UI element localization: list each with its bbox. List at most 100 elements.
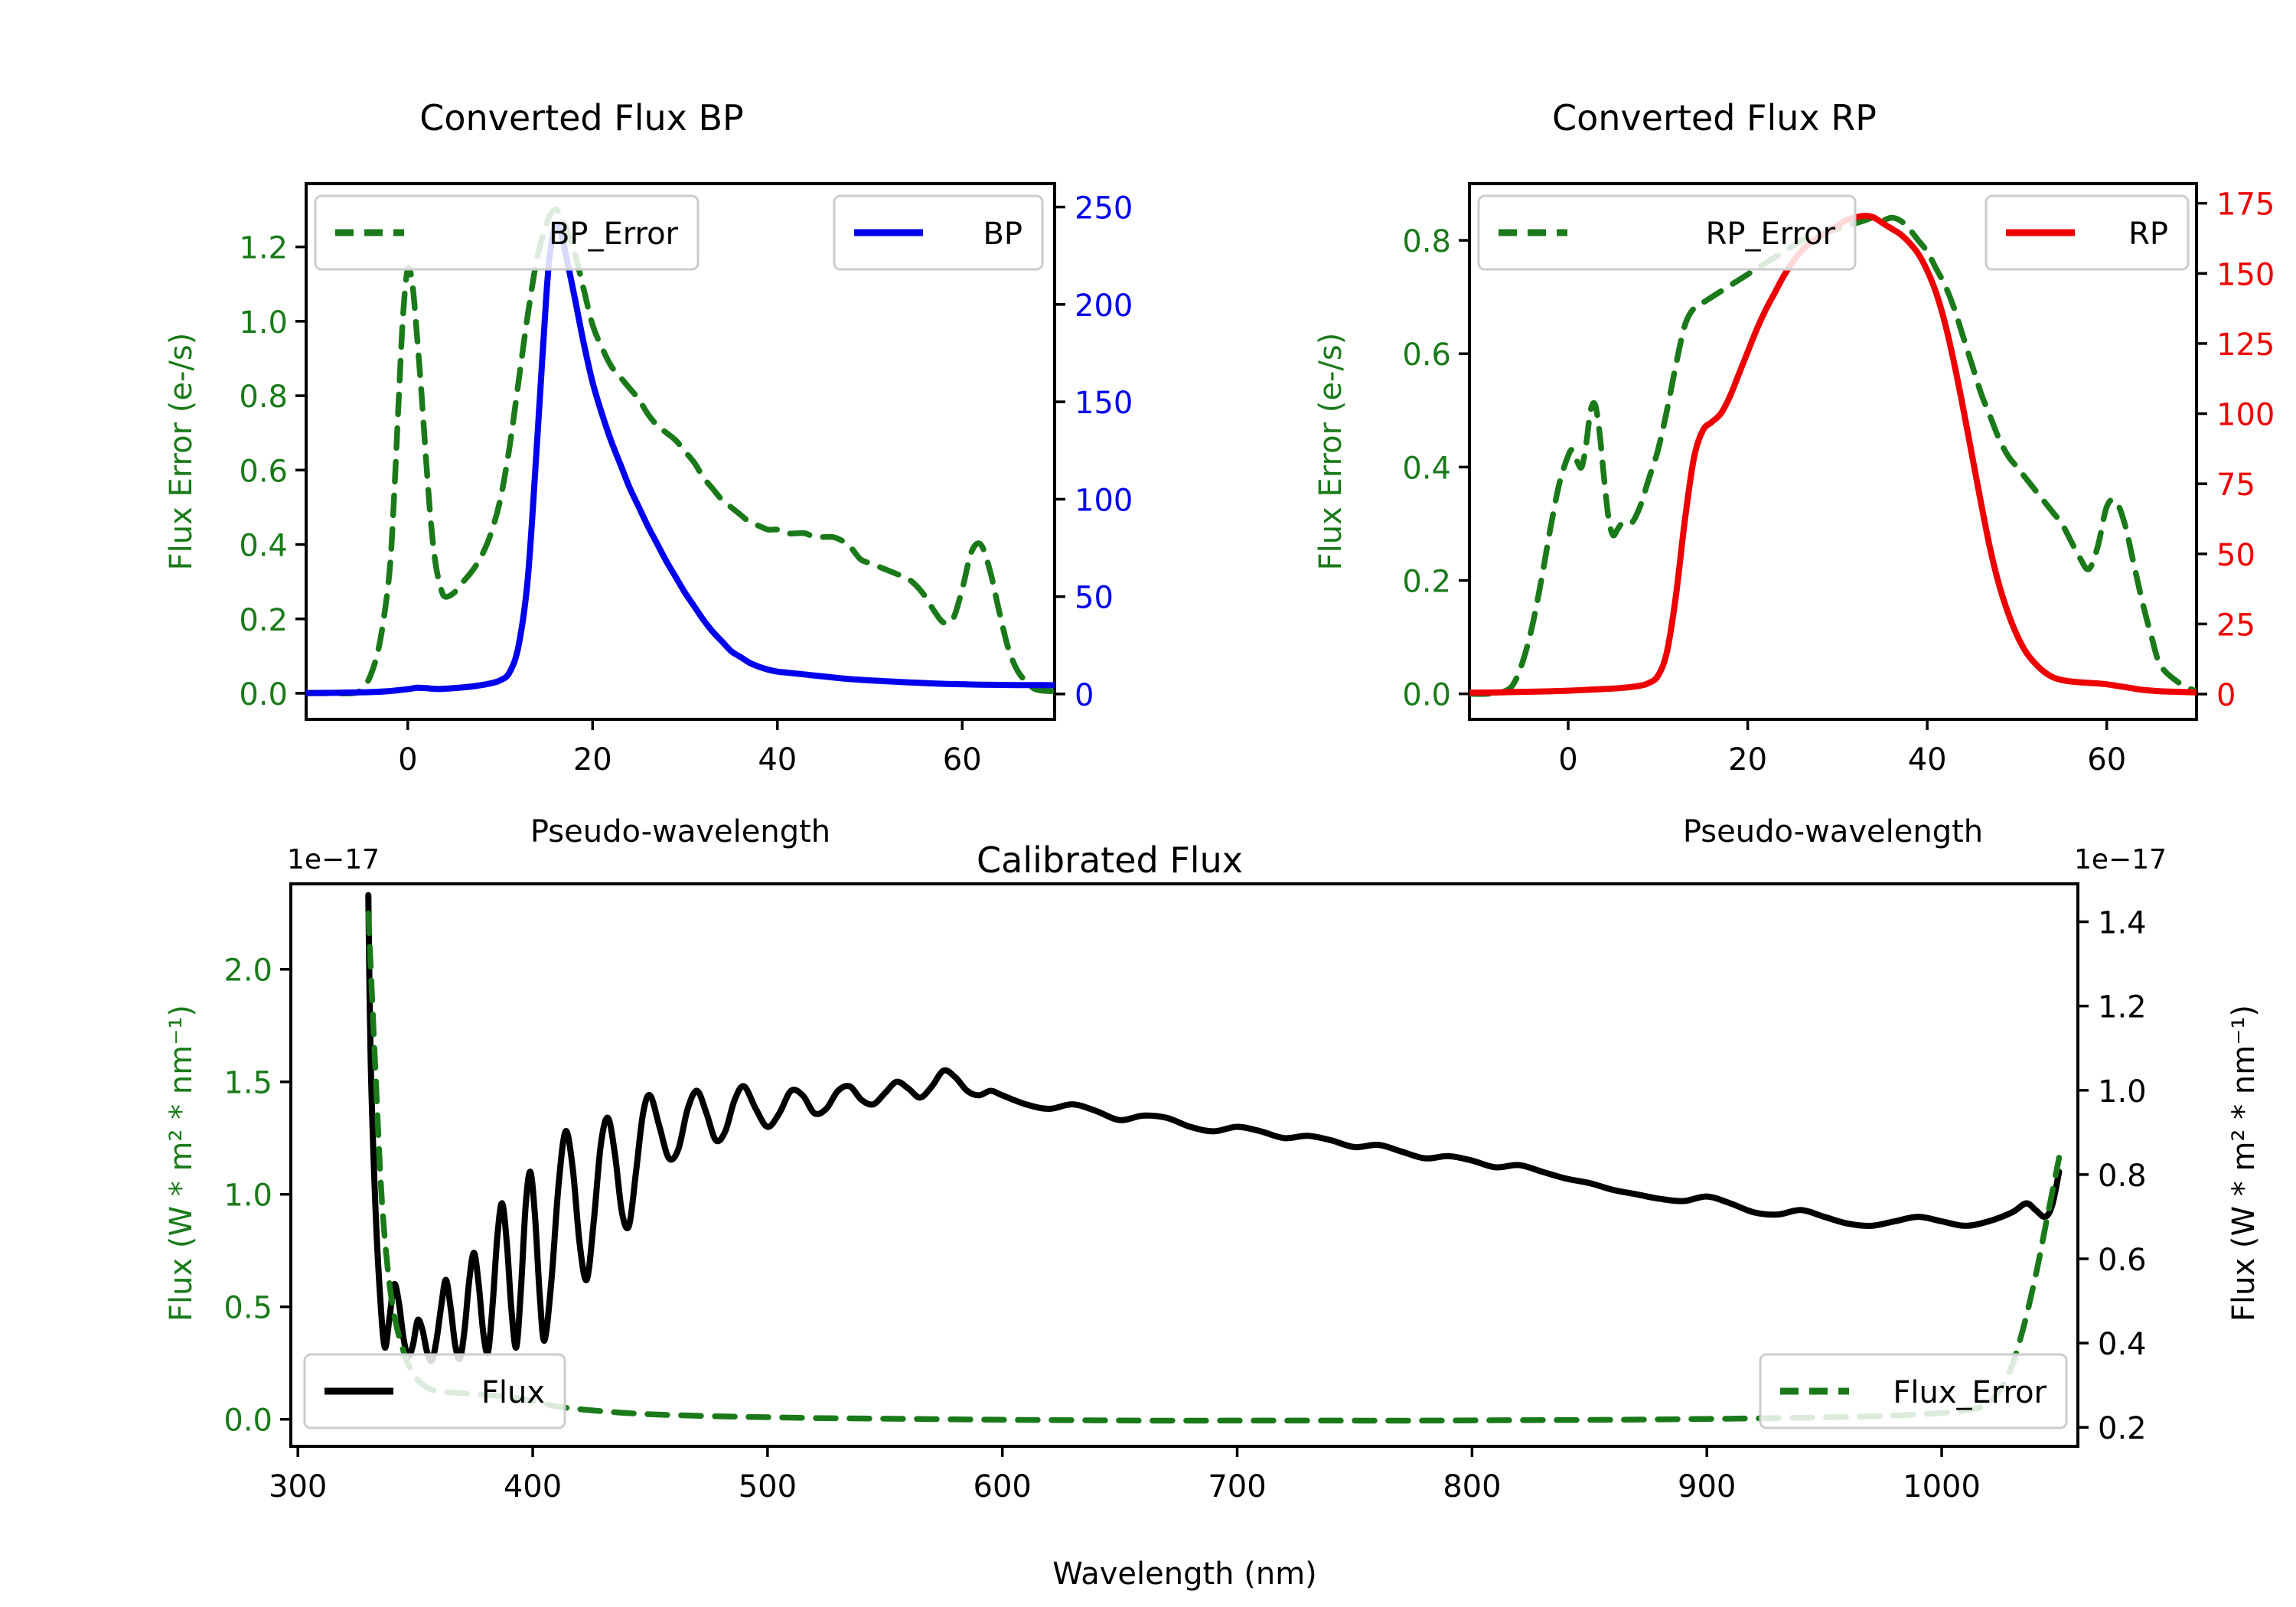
- y-tick-label-left: 0.2: [239, 603, 288, 638]
- y-tick-label-right: 100: [1075, 483, 1133, 518]
- x-tick-label: 900: [1678, 1469, 1736, 1504]
- y-tick-label-left: 0.8: [1402, 224, 1451, 259]
- y-tick-label-left: 0.5: [223, 1291, 272, 1326]
- legend-flux-error[interactable]: Flux_Error: [1759, 1353, 2068, 1429]
- y-tick-label-left: 0.0: [223, 1403, 272, 1439]
- y-tick-label-right: 150: [2216, 257, 2275, 292]
- y-tick-label-left: 1.0: [223, 1178, 272, 1214]
- y-tick-label-left: 0.4: [1402, 451, 1451, 486]
- chart-converted-flux-rp: Converted Flux RP 0 20 40 60 0.0 0.2 0.4 0.6 0.8…: [1313, 97, 2275, 849]
- legend-label-rp: RP: [2128, 217, 2168, 252]
- chart-title-rp: Converted Flux RP: [1552, 97, 1877, 139]
- y-tick-label-left: 0.6: [239, 454, 288, 489]
- legend-box: [1477, 194, 1857, 271]
- y-tick-label-left: 0.0: [239, 677, 288, 712]
- y-tick-label-right: 1.4: [2098, 906, 2147, 941]
- legend-label-flux: Flux: [481, 1375, 545, 1410]
- plot-frame: [305, 182, 1056, 721]
- plot-frame: [1468, 182, 2198, 721]
- legend-bp[interactable]: BP: [833, 194, 1044, 271]
- y-tick-label-right: 50: [2216, 538, 2255, 573]
- y-tick-label-right: 0: [1075, 678, 1094, 713]
- legend-label-bp-error: BP_Error: [549, 217, 679, 252]
- legend-flux[interactable]: Flux: [303, 1353, 566, 1429]
- y-tick-label-right: 0.2: [2098, 1411, 2147, 1446]
- legend-label-rp-error: RP_Error: [1706, 217, 1836, 252]
- y-tick-label-right: 0.4: [2098, 1327, 2147, 1362]
- y-tick-label-left: 0.4: [239, 529, 288, 564]
- panel-converted-flux-bp: Converted Flux BP 0 20 40 60 0.0 0.2 0.4 0.6 0.8…: [0, 84, 1148, 857]
- series-line-flux: [365, 892, 2063, 1364]
- chart-converted-flux-bp: Converted Flux BP 0 20 40 60 0.0 0.2 0.4 0.6 0.8…: [164, 97, 1133, 849]
- axis-label-rp-x: Pseudo-wavelength: [1683, 814, 1983, 849]
- legend-box: [314, 194, 700, 271]
- x-tick-label: 20: [573, 742, 612, 777]
- legend-rp-error[interactable]: RP_Error: [1477, 194, 1857, 271]
- axis-label-bp-x: Pseudo-wavelength: [530, 814, 830, 849]
- y-tick-label-right: 100: [2216, 398, 2275, 433]
- y-tick-label-right: 0: [2216, 678, 2236, 713]
- x-tick-label: 60: [2087, 742, 2126, 777]
- legend-box: [303, 1353, 566, 1429]
- x-tick-label: 40: [758, 742, 797, 777]
- legend-label-bp: BP: [983, 217, 1022, 252]
- y-tick-label-right: 125: [2216, 328, 2275, 363]
- y-tick-label-right: 175: [2216, 187, 2275, 223]
- legend-bp-error[interactable]: BP_Error: [314, 194, 700, 271]
- y-tick-label-left: 1.5: [223, 1066, 272, 1101]
- y-tick-label-right: 50: [1075, 581, 1114, 616]
- panel-calibrated-flux: Calibrated Flux 1e−17 1e−17 300 400 500 600…: [0, 819, 2296, 1607]
- x-tick-label: 60: [943, 742, 982, 777]
- y-tick-label-right: 25: [2216, 608, 2255, 643]
- y-tick-label-right: 250: [1075, 191, 1133, 227]
- legend-label-flux-error: Flux_Error: [1893, 1375, 2047, 1410]
- y-tick-label-right: 0.6: [2098, 1243, 2147, 1278]
- x-tick-label: 700: [1208, 1469, 1266, 1504]
- x-tick-label: 600: [974, 1469, 1032, 1504]
- x-tick-label: 800: [1443, 1469, 1501, 1504]
- y-tick-label-left: 0.0: [1402, 678, 1451, 713]
- y-tick-label-left: 2.0: [223, 953, 272, 989]
- x-tick-label: 1000: [1903, 1469, 1981, 1504]
- y-tick-label-left: 0.8: [239, 380, 288, 415]
- x-tick-label: 0: [1558, 742, 1577, 777]
- y-tick-label-left: 1.2: [239, 231, 288, 266]
- legend-rp[interactable]: RP: [1985, 194, 2190, 271]
- y-tick-label-left: 0.2: [1402, 565, 1451, 600]
- x-tick-label: 500: [739, 1469, 797, 1504]
- offset-label-right: 1e−17: [2074, 844, 2167, 875]
- y-tick-label-right: 1.2: [2098, 990, 2147, 1025]
- axis-label-rp-left: Flux Error (e-/s): [1313, 333, 1349, 571]
- axis-label-cal-right: Flux (W * m² * nm⁻¹): [2226, 1005, 2262, 1322]
- panel-converted-flux-rp: Converted Flux RP 0 20 40 60 0.0 0.2 0.4 0.6 0.8…: [1148, 84, 2296, 857]
- legend-box: [833, 194, 1044, 271]
- series-line-rp_error: [1469, 214, 2197, 697]
- y-tick-label-left: 0.6: [1402, 337, 1451, 373]
- y-tick-label-right: 200: [1075, 288, 1133, 324]
- x-tick-label: 400: [504, 1469, 562, 1504]
- chart-title-calibrated: Calibrated Flux: [977, 839, 1243, 881]
- offset-label-left: 1e−17: [287, 844, 380, 875]
- x-tick-label: 20: [1728, 742, 1767, 777]
- chart-calibrated-flux: Calibrated Flux 1e−17 1e−17 300 400 500 600…: [164, 839, 2262, 1592]
- axis-label-cal-left: Flux (W * m² * nm⁻¹): [164, 1005, 199, 1322]
- series-line-bp: [306, 222, 1055, 696]
- y-tick-label-left: 1.0: [239, 305, 288, 341]
- y-tick-label-right: 150: [1075, 386, 1133, 421]
- y-tick-label-right: 1.0: [2098, 1074, 2147, 1110]
- legend-box: [1985, 194, 2190, 271]
- axis-label-cal-x: Wavelength (nm): [1052, 1556, 1317, 1592]
- x-tick-label: 40: [1908, 742, 1947, 777]
- y-tick-label-right: 0.8: [2098, 1159, 2147, 1194]
- series-line-bp_error: [306, 207, 1055, 697]
- plot-frame: [289, 882, 2079, 1448]
- axis-label-bp-left: Flux Error (e-/s): [164, 333, 199, 571]
- series-line-rp: [1469, 213, 2197, 696]
- chart-title-bp: Converted Flux BP: [419, 97, 744, 139]
- x-tick-label: 0: [398, 742, 417, 777]
- x-tick-label: 300: [269, 1469, 327, 1504]
- series-line-flux_error: [365, 910, 2063, 1424]
- y-tick-label-right: 75: [2216, 468, 2255, 503]
- legend-box: [1759, 1353, 2068, 1429]
